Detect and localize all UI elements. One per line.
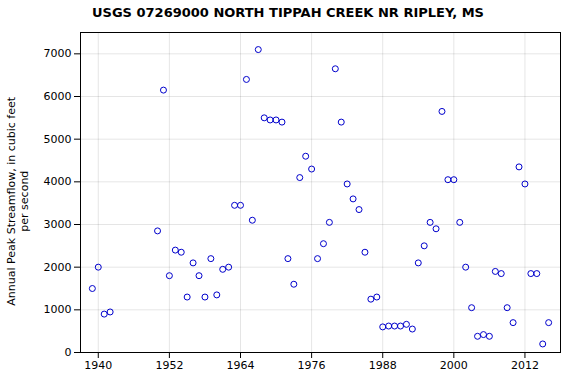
svg-text:7000: 7000: [44, 47, 72, 60]
svg-text:2000: 2000: [440, 359, 468, 372]
svg-text:2012: 2012: [511, 359, 539, 372]
svg-text:1940: 1940: [84, 359, 112, 372]
svg-text:2000: 2000: [44, 261, 72, 274]
svg-text:1964: 1964: [227, 359, 255, 372]
svg-text:3000: 3000: [44, 218, 72, 231]
svg-text:1952: 1952: [155, 359, 183, 372]
html-text:Annual Peak Streamflow, in cub: Annual Peak Streamflow, in cubic feet pe…: [5, 96, 31, 306]
svg-text:6000: 6000: [44, 90, 72, 103]
svg-text:0: 0: [65, 346, 72, 359]
svg-text:4000: 4000: [44, 175, 72, 188]
svg-text:1988: 1988: [369, 359, 397, 372]
svg-text:1000: 1000: [44, 303, 72, 316]
svg-text:5000: 5000: [44, 133, 72, 146]
html-text:USGS 07269000 NORTH TIPPAH CRE: USGS 07269000 NORTH TIPPAH CREEK NR RIPL…: [92, 5, 484, 20]
svg-text:1976: 1976: [298, 359, 326, 372]
